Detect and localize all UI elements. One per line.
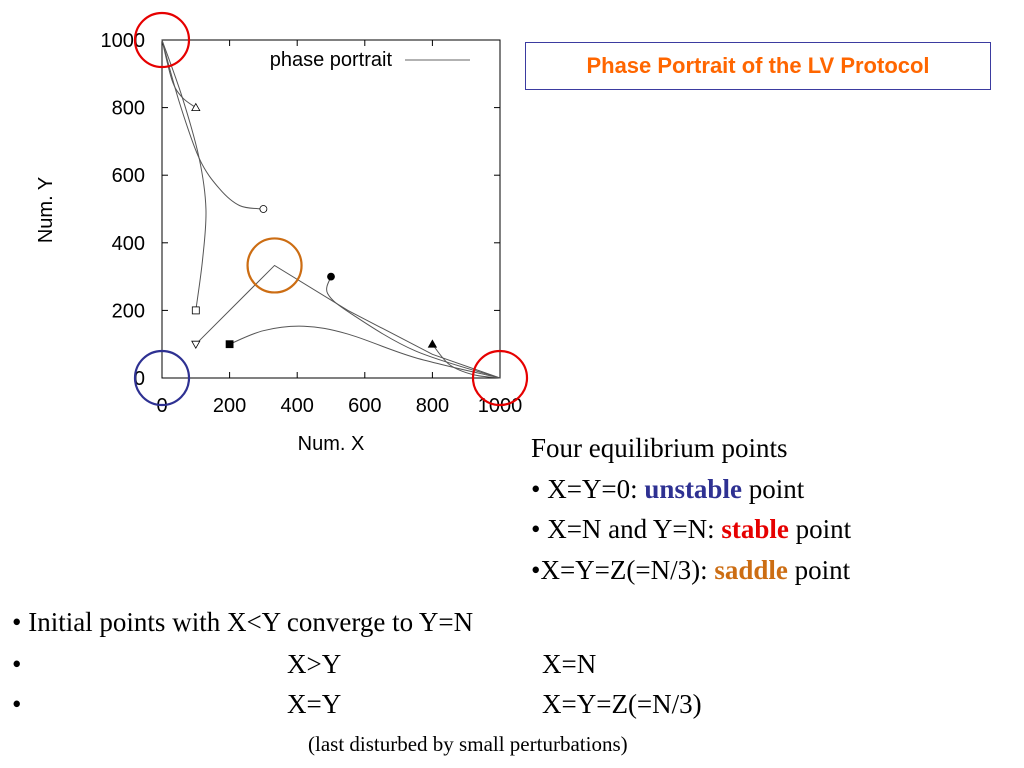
convergence-condition-2: X>Y (287, 649, 342, 679)
trajectory-start-marker (327, 272, 335, 281)
trajectory-start-marker (427, 339, 438, 348)
trajectory-start-marker (191, 102, 201, 111)
item-prefix: •X=Y=Z(=N/3): (531, 554, 715, 585)
y-tick-label: 0 (134, 368, 145, 390)
x-axis-label: Num. X (298, 433, 365, 455)
item-prefix: • X=Y=0: (531, 473, 645, 504)
item-suffix: point (788, 514, 852, 544)
bullet: • (12, 607, 22, 637)
trajectory-line (326, 276, 501, 379)
highlight-circle-unstable (133, 349, 191, 407)
trajectory-line (432, 343, 501, 379)
trajectory-line (195, 264, 501, 379)
convergence-condition-3: X=Y (287, 689, 342, 719)
x-tick-label: 400 (281, 395, 314, 417)
saddle-label: saddle (714, 554, 788, 585)
plot-frame (161, 39, 501, 379)
equilibrium-item-unstable: • X=Y=0: unstable point (531, 469, 851, 510)
x-tick-label: 200 (213, 395, 246, 417)
slide-title: Phase Portrait of the LV Protocol (525, 42, 991, 90)
convergence-bullet-2: • (12, 649, 22, 679)
equilibrium-item-stable: • X=N and Y=N: stable point (531, 509, 851, 550)
convergence-bullet-3: • (12, 689, 22, 719)
trajectory-start-marker (259, 205, 268, 213)
equilibrium-points-list: Four equilibrium points • X=Y=0: unstabl… (531, 428, 851, 590)
y-axis-label: Num. Y (35, 177, 57, 243)
convergence-result-2: X=N (542, 649, 597, 679)
convergence-result-3: X=Y=Z(=N/3) (542, 689, 702, 719)
y-tick-label: 1000 (101, 30, 146, 52)
highlight-circle-stable-y (133, 11, 191, 69)
trajectory-line (161, 39, 207, 311)
trajectory-line (161, 39, 264, 210)
item-suffix: point (787, 554, 851, 585)
legend-label: phase portrait (270, 49, 393, 71)
trajectory-line (161, 39, 197, 109)
stable-label: stable (721, 514, 789, 544)
equilibrium-heading: Four equilibrium points (531, 433, 788, 463)
x-tick-label: 800 (416, 395, 449, 417)
unstable-label: unstable (644, 473, 742, 504)
convergence-lead-text: Initial points with X<Y converge to Y=N (28, 607, 474, 637)
x-tick-label: 600 (348, 395, 381, 417)
y-tick-label: 800 (112, 98, 145, 120)
trajectory-start-marker (191, 340, 201, 350)
item-suffix: point (741, 473, 805, 504)
highlight-circle-stable-x (471, 349, 529, 407)
item-prefix: • X=N and Y=N: (531, 514, 722, 544)
trajectory-line (229, 325, 501, 379)
equilibrium-item-saddle: •X=Y=Z(=N/3): saddle point (531, 550, 851, 591)
y-tick-label: 400 (112, 233, 145, 255)
y-tick-label: 600 (112, 165, 145, 187)
trajectory-start-marker (191, 306, 200, 315)
highlight-circle-saddle (246, 237, 303, 294)
trajectory-start-marker (225, 340, 234, 349)
convergence-row-1: • Initial points with X<Y converge to Y=… (12, 606, 473, 638)
perturbation-note: (last disturbed by small perturbations) (308, 732, 628, 756)
y-tick-label: 200 (112, 300, 145, 322)
